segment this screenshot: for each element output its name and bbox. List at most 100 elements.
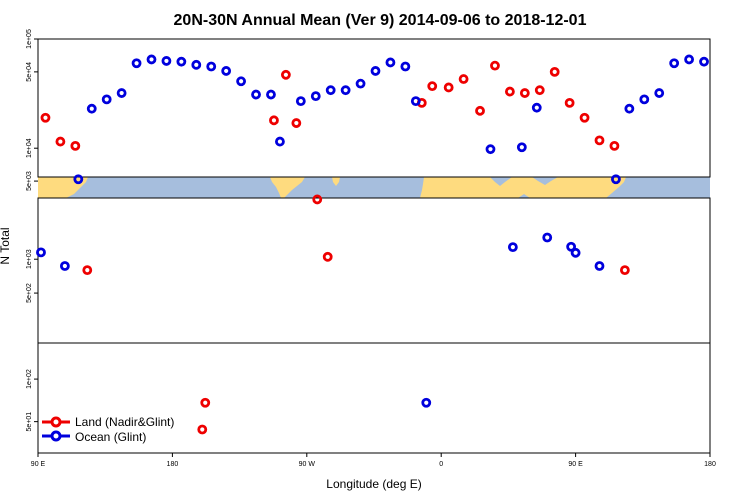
ocean-point: [516, 142, 527, 153]
map-land-africa-asia: [420, 177, 626, 198]
ocean-point: [410, 96, 421, 106]
legend: Land (Nadir&Glint) Ocean (Glint): [42, 415, 174, 444]
y-axis: 1e+05 5e+04 1e+04 5e+03 1e+03 5e+02 1e+02 5e+01: [26, 29, 38, 431]
y-tick-label: 1e+04: [26, 138, 33, 158]
ocean-point: [251, 89, 261, 100]
y-tick-label: 1e+05: [26, 29, 33, 49]
land-point: [427, 81, 438, 92]
land-point: [291, 118, 302, 128]
land-point: [534, 85, 545, 96]
land-point: [564, 97, 575, 108]
x-axis-label: Longitude (deg E): [326, 477, 421, 491]
land-point: [619, 265, 630, 276]
map-land-mexico: [270, 177, 305, 198]
x-tick-label: 90 E: [31, 461, 46, 468]
ocean-point: [73, 174, 84, 185]
ocean-point: [624, 103, 635, 114]
ocean-point: [566, 241, 577, 252]
ocean-point: [400, 61, 411, 72]
ocean-point: [191, 59, 202, 70]
land-point: [519, 88, 530, 98]
land-point: [269, 115, 279, 126]
chart-title: 20N-30N Annual Mean (Ver 9) 2014-09-06 t…: [174, 12, 587, 29]
legend-marker-land: [50, 416, 62, 428]
land-point: [280, 69, 291, 80]
ocean-point: [275, 136, 285, 147]
panel-middle: [37, 197, 711, 344]
y-tick-label: 5e+04: [26, 62, 33, 82]
land-point: [197, 424, 208, 435]
ocean-point: [699, 56, 709, 67]
ocean-point: [295, 96, 306, 106]
ocean-point: [669, 58, 680, 69]
y-tick-label: 1e+03: [26, 249, 33, 269]
ocean-point: [654, 88, 665, 98]
ocean-point: [340, 85, 351, 96]
ocean-point: [385, 57, 396, 68]
ocean-point: [146, 54, 157, 65]
land-point: [579, 112, 590, 123]
x-tick-label: 90 E: [568, 461, 583, 468]
land-point: [82, 265, 93, 276]
y-tick-label: 5e+02: [26, 283, 33, 303]
legend-label-ocean: Ocean (Glint): [75, 430, 146, 444]
land-point: [549, 66, 560, 77]
legend-marker-ocean: [50, 430, 62, 442]
y-tick-label: 5e+01: [26, 412, 33, 432]
ocean-point: [531, 102, 542, 113]
ocean-point: [570, 247, 581, 258]
y-tick-label: 5e+03: [26, 171, 33, 191]
ocean-point: [485, 144, 496, 155]
ocean-point: [161, 56, 172, 66]
ocean-point: [266, 89, 276, 100]
ocean-point: [507, 242, 518, 253]
ocean-point: [131, 58, 142, 69]
land-point: [322, 251, 333, 262]
panel-upper: [37, 38, 711, 178]
ocean-point: [116, 88, 127, 98]
land-point: [458, 74, 469, 84]
land-point: [200, 397, 211, 408]
ocean-point: [594, 261, 605, 271]
ocean-point: [176, 56, 187, 67]
ocean-point: [36, 247, 46, 258]
legend-label-land: Land (Nadir&Glint): [75, 415, 174, 429]
ocean-point: [236, 76, 246, 87]
ocean-point: [355, 78, 366, 89]
ocean-point: [310, 91, 321, 102]
ocean-point: [59, 261, 70, 271]
land-point: [443, 82, 454, 93]
panel-lower: [37, 342, 711, 454]
ocean-point: [86, 103, 97, 114]
data-points: [36, 54, 709, 435]
x-tick-label: 90 W: [299, 461, 316, 468]
land-point: [594, 135, 605, 146]
land-point: [609, 140, 620, 151]
ocean-point: [542, 232, 553, 243]
x-axis: 90 E 180 90 W 0 90 E 180: [31, 453, 716, 468]
land-point: [40, 112, 51, 123]
ocean-point: [611, 174, 621, 185]
ocean-point: [639, 94, 650, 105]
ocean-point: [325, 85, 336, 96]
ocean-point: [101, 94, 112, 105]
land-point: [490, 60, 500, 71]
ocean-point: [684, 54, 694, 65]
y-tick-label: 1e+02: [26, 369, 33, 389]
ocean-point: [421, 397, 432, 408]
ocean-point: [370, 66, 381, 76]
x-tick-label: 180: [704, 461, 716, 468]
land-point: [504, 86, 515, 97]
land-point: [55, 136, 66, 147]
land-point: [312, 194, 323, 205]
x-tick-label: 180: [167, 461, 179, 468]
map-strip: [38, 177, 710, 198]
panel-frames: [37, 38, 711, 454]
x-tick-label: 0: [439, 461, 443, 468]
y-axis-label: N Total: [0, 227, 12, 264]
land-point: [475, 105, 485, 116]
ocean-point: [206, 61, 217, 72]
map-land-florida: [332, 177, 340, 186]
ocean-point: [221, 66, 232, 76]
